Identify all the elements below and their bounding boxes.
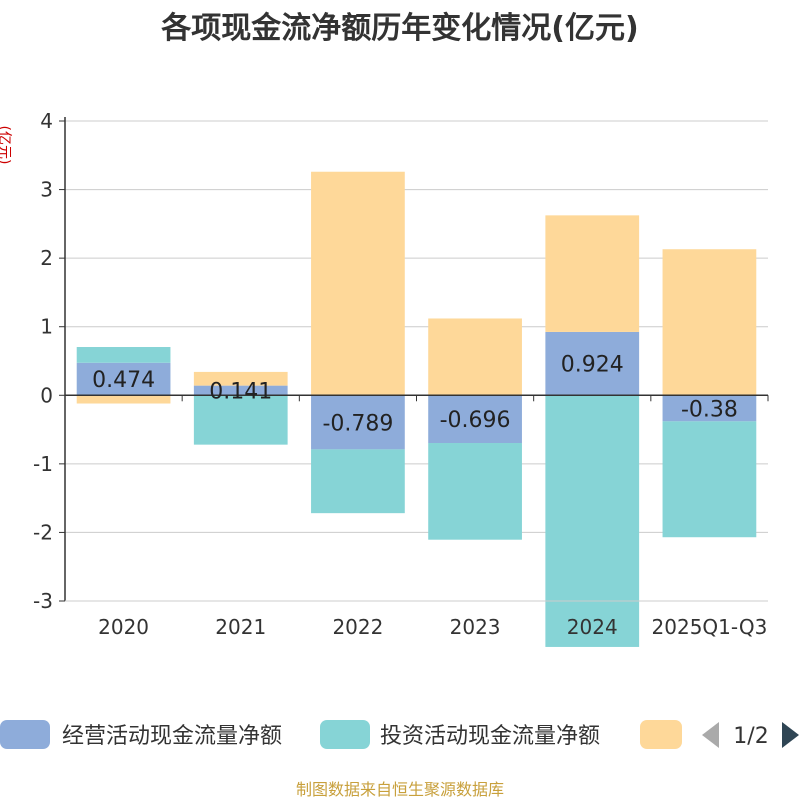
bar-2021-series-0 (193, 385, 288, 396)
data-source-note: 制图数据来自恒生聚源数据库 (296, 780, 504, 799)
x-tick-label-2020: 2020 (98, 615, 149, 639)
y-tick-label: 1 (40, 315, 53, 339)
x-tick-label-2025Q1-Q3: 2025Q1-Q3 (652, 615, 768, 639)
legend-item-1[interactable]: 投资活动现金流量净额 (320, 720, 600, 749)
x-tick-label-2023: 2023 (450, 615, 501, 639)
bar-2021-series-1 (193, 395, 288, 445)
legend-item-0[interactable]: 经营活动现金流量净额 (0, 720, 282, 749)
bar-2024-series-1 (545, 395, 640, 647)
bar-2025Q1-Q3-series-1 (662, 421, 757, 538)
bar-2022-series-1 (311, 449, 405, 514)
bar-2020-series-2 (76, 395, 171, 404)
legend-label: 投资活动现金流量净额 (380, 724, 600, 749)
y-tick-label: -1 (33, 452, 53, 476)
bar-2020-series-1 (76, 347, 171, 363)
bar-2023-series-1 (428, 443, 522, 540)
bar-2025Q1-Q3-series-0 (662, 395, 757, 422)
y-axis-unit-label: (亿元) (0, 126, 12, 165)
axes: -3 -2 -1 0 1 2 3 4 2020 2021 2022 2023 2024 2025Q1-Q3 (33, 109, 769, 639)
y-tick-label: -2 (33, 520, 53, 544)
y-tick-label: 4 (40, 109, 53, 133)
data-label-2025Q1-Q3: -0.38 (681, 397, 738, 422)
y-tick-label: 0 (40, 383, 53, 407)
y-tick-label: 3 (40, 178, 53, 202)
legend-page-indicator: 1/2 (733, 724, 768, 749)
data-label-2024: 0.924 (561, 353, 624, 378)
bar-2023-series-0 (428, 395, 522, 444)
bar-2024-series-0 (545, 331, 640, 396)
x-tick-label-2022: 2022 (332, 615, 383, 639)
bar-2022-series-2 (311, 171, 405, 396)
legend-label: 经营活动现金流量净额 (62, 724, 282, 749)
pager-prev-icon[interactable] (702, 722, 719, 748)
bar-2020-series-0 (76, 362, 171, 396)
legend-item-2[interactable] (640, 720, 682, 749)
legend: 经营活动现金流量净额 投资活动现金流量净额 1/2 (0, 720, 799, 749)
data-label-2023: -0.696 (440, 408, 511, 433)
bar-2025Q1-Q3-series-2 (662, 249, 757, 396)
gridlines (65, 120, 768, 602)
chart-title: 各项现金流净额历年变化情况(亿元) (160, 11, 638, 46)
bar-2021-series-2 (193, 371, 288, 386)
legend-swatch (640, 720, 682, 749)
data-label-2020: 0.474 (92, 368, 155, 393)
bars (76, 171, 757, 647)
data-label-2021: 0.141 (209, 379, 272, 404)
y-tick-label: 2 (40, 246, 53, 270)
bar-2022-series-0 (311, 395, 405, 450)
bar-2024-series-2 (545, 215, 640, 332)
data-label-2022: -0.789 (322, 411, 393, 436)
legend-swatch (0, 720, 50, 749)
x-tick-label-2024: 2024 (567, 615, 618, 639)
x-tick-label-2021: 2021 (215, 615, 266, 639)
pager-next-icon[interactable] (782, 722, 799, 748)
bar-2023-series-2 (428, 318, 522, 396)
y-tick-label: -3 (33, 589, 53, 613)
legend-swatch (320, 720, 370, 749)
data-labels: 0.474 0.141 -0.789 -0.696 0.924 -0.38 (92, 353, 738, 437)
